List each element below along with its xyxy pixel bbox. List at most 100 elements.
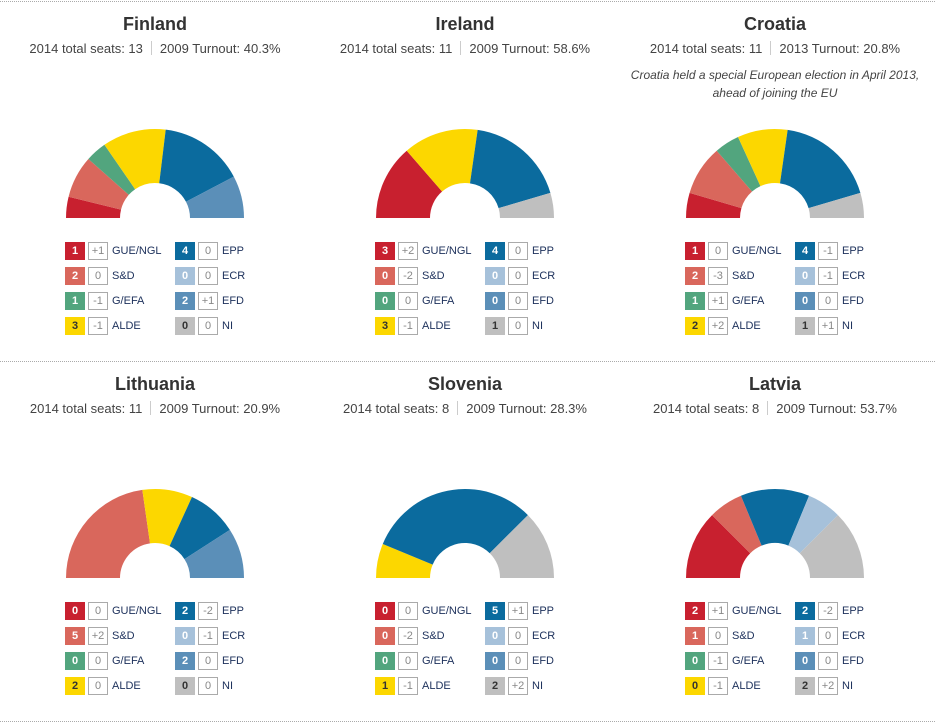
turnout: 2009 Turnout: 28.3% xyxy=(466,401,587,416)
country-title: Slovenia xyxy=(427,374,503,394)
total-seats: 2014 total seats: 8 xyxy=(343,401,450,416)
seat-count: 0 xyxy=(175,267,195,285)
country-title: Ireland xyxy=(435,14,495,34)
row-divider xyxy=(0,361,935,362)
seat-change: -3 xyxy=(708,267,728,285)
party-name: ALDE xyxy=(112,320,141,332)
seat-count: 1 xyxy=(795,627,815,645)
seat-change: -1 xyxy=(818,267,838,285)
seat-segment-gue xyxy=(66,196,122,218)
seat-segment-alde xyxy=(738,129,788,187)
seat-segment-gefa xyxy=(716,137,761,192)
seat-chart xyxy=(686,489,864,578)
seat-change: +1 xyxy=(818,317,838,335)
seat-count: 0 xyxy=(375,267,395,285)
party-name: GUE/NGL xyxy=(422,245,472,257)
seat-segment-efd xyxy=(185,176,244,218)
party-name: G/EFA xyxy=(732,295,765,307)
party-name: S&D xyxy=(422,630,445,642)
party-name: ECR xyxy=(222,630,246,642)
party-name: S&D xyxy=(732,630,755,642)
seat-segment-ni xyxy=(799,515,864,578)
seat-change: 0 xyxy=(508,627,528,645)
seat-change: 0 xyxy=(398,292,418,310)
seat-change: 0 xyxy=(198,677,218,695)
party-name: ECR xyxy=(842,630,866,642)
party-name: GUE/NGL xyxy=(112,245,162,257)
seat-segment-efd xyxy=(184,529,244,578)
country-panel-finland: Finland 2014 total seats: 13 2009 Turnout:… xyxy=(0,0,310,360)
seat-change: 0 xyxy=(88,267,108,285)
country-panel-lithuania: Lithuania 2014 total seats: 11 2009 Turnou… xyxy=(0,360,310,720)
seat-change: 0 xyxy=(508,292,528,310)
seat-chart xyxy=(686,129,864,218)
seat-change: 0 xyxy=(198,652,218,670)
country-stats: 2014 total seats: 8 2009 Turnout: 28.3% xyxy=(310,401,620,416)
party-name: EPP xyxy=(222,605,245,617)
party-name: ECR xyxy=(842,270,866,282)
party-name: G/EFA xyxy=(422,295,455,307)
seat-change: 0 xyxy=(198,242,218,260)
seat-change: -1 xyxy=(398,677,418,695)
seat-segment-gue xyxy=(686,515,751,578)
stats-divider xyxy=(460,41,462,55)
seat-count: 0 xyxy=(65,602,85,620)
seat-segment-epp xyxy=(169,497,230,560)
seat-change: 0 xyxy=(198,267,218,285)
turnout: 2009 Turnout: 53.7% xyxy=(776,401,897,416)
seat-change: 0 xyxy=(818,652,838,670)
country-stats: 2014 total seats: 11 2009 Turnout: 58.6% xyxy=(310,41,620,56)
party-name: NI xyxy=(532,680,543,692)
seat-segment-sd xyxy=(66,489,151,578)
seat-segment-ni xyxy=(489,515,554,578)
seat-change: -1 xyxy=(88,317,108,335)
country-stats: 2014 total seats: 13 2009 Turnout: 40.3% xyxy=(0,41,310,56)
seat-count: 2 xyxy=(65,267,85,285)
party-name: G/EFA xyxy=(732,655,765,667)
seat-count: 1 xyxy=(795,317,815,335)
seat-count: 3 xyxy=(65,317,85,335)
seat-change: 0 xyxy=(88,652,108,670)
party-name: EFD xyxy=(842,655,864,667)
seat-change: 0 xyxy=(508,267,528,285)
seat-change: -1 xyxy=(88,292,108,310)
seat-count: 0 xyxy=(685,677,705,695)
party-name: ALDE xyxy=(732,680,761,692)
seat-change: 0 xyxy=(708,242,728,260)
party-name: GUE/NGL xyxy=(112,605,162,617)
country-panel-latvia: Latvia 2014 total seats: 8 2009 Turnout: 5… xyxy=(620,360,930,720)
seat-segment-ecr xyxy=(788,495,838,554)
party-name: S&D xyxy=(112,270,135,282)
seat-count: 1 xyxy=(685,292,705,310)
seat-count: 1 xyxy=(685,627,705,645)
party-name: NI xyxy=(222,680,233,692)
top-divider xyxy=(0,1,935,2)
seat-segment-ni xyxy=(498,192,554,218)
total-seats: 2014 total seats: 13 xyxy=(29,41,143,56)
seat-count: 0 xyxy=(375,652,395,670)
party-name: ALDE xyxy=(112,680,141,692)
seat-change: -1 xyxy=(398,317,418,335)
seat-change: +1 xyxy=(88,242,108,260)
total-seats: 2014 total seats: 11 xyxy=(649,41,763,56)
seat-count: 1 xyxy=(685,242,705,260)
turnout: 2009 Turnout: 58.6% xyxy=(469,41,591,56)
seat-change: -2 xyxy=(198,602,218,620)
stats-divider xyxy=(770,41,772,55)
seat-change: +2 xyxy=(708,317,728,335)
seat-segment-epp xyxy=(382,489,528,565)
party-name: EFD xyxy=(532,655,554,667)
seat-change: -1 xyxy=(708,677,728,695)
seat-count: 1 xyxy=(375,677,395,695)
seat-change: 0 xyxy=(818,627,838,645)
seat-count: 0 xyxy=(175,627,195,645)
seat-chart xyxy=(66,129,244,218)
seat-segment-sd xyxy=(68,158,129,210)
seat-count: 2 xyxy=(175,652,195,670)
seat-count: 2 xyxy=(795,602,815,620)
seat-count: 0 xyxy=(485,627,505,645)
seat-change: 0 xyxy=(398,602,418,620)
bottom-divider xyxy=(0,721,935,722)
seat-change: -1 xyxy=(198,627,218,645)
country-stats: 2014 total seats: 8 2009 Turnout: 53.7% xyxy=(620,401,930,416)
